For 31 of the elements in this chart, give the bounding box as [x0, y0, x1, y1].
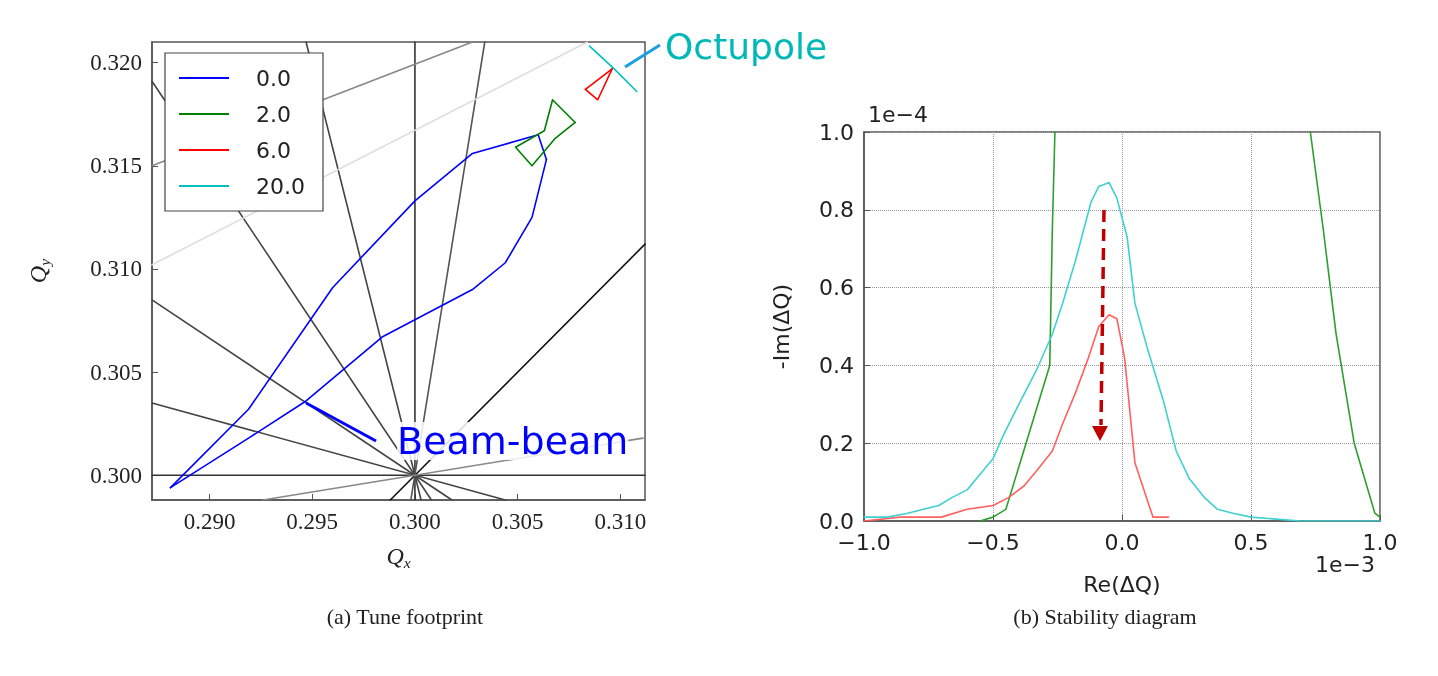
text: 1e−4: [868, 101, 928, 127]
x-tick-label: −0.5: [966, 529, 1020, 555]
legend-label: 20.0: [256, 173, 305, 199]
x-tick-label: −1.0: [837, 529, 891, 555]
y-tick-label: 0.4: [819, 352, 854, 378]
y-tick-label: 0.6: [819, 275, 854, 301]
y-tick-label: 0.305: [90, 359, 142, 385]
text: (a) Tune footprint: [326, 603, 484, 629]
y-axis-title: Qy: [25, 258, 53, 284]
y-tick-label: 1.0: [819, 119, 854, 145]
y-axis-title: -Im(ΔQ): [768, 283, 794, 370]
text: Octupole: [665, 25, 828, 67]
text: (b) Stability diagram: [1013, 603, 1197, 629]
x-tick-label: 0.295: [286, 509, 339, 534]
x-tick-label: 0.305: [491, 509, 544, 534]
y-tick-label: 0.320: [90, 50, 142, 76]
x-axis-title: Re(ΔQ): [1083, 571, 1161, 597]
annotation: Beam-beam: [397, 419, 629, 464]
x-tick-label: 0.290: [183, 509, 236, 534]
legend-label: 2.0: [256, 101, 291, 127]
y-tick-label: 0.2: [819, 430, 854, 456]
y-tick-label: 0.315: [90, 153, 142, 179]
legend-label: 0.0: [256, 65, 291, 91]
y-tick-label: 0.8: [819, 197, 854, 223]
x-tick-label: 0.0: [1104, 529, 1140, 555]
x-tick-label: 0.300: [389, 509, 441, 534]
x-tick-label: 0.5: [1233, 529, 1269, 555]
y-tick-label: 0.300: [90, 462, 142, 488]
y-tick-label: 0.310: [90, 256, 142, 282]
x-tick-label: 0.310: [594, 509, 647, 534]
legend-label: 6.0: [256, 137, 291, 163]
